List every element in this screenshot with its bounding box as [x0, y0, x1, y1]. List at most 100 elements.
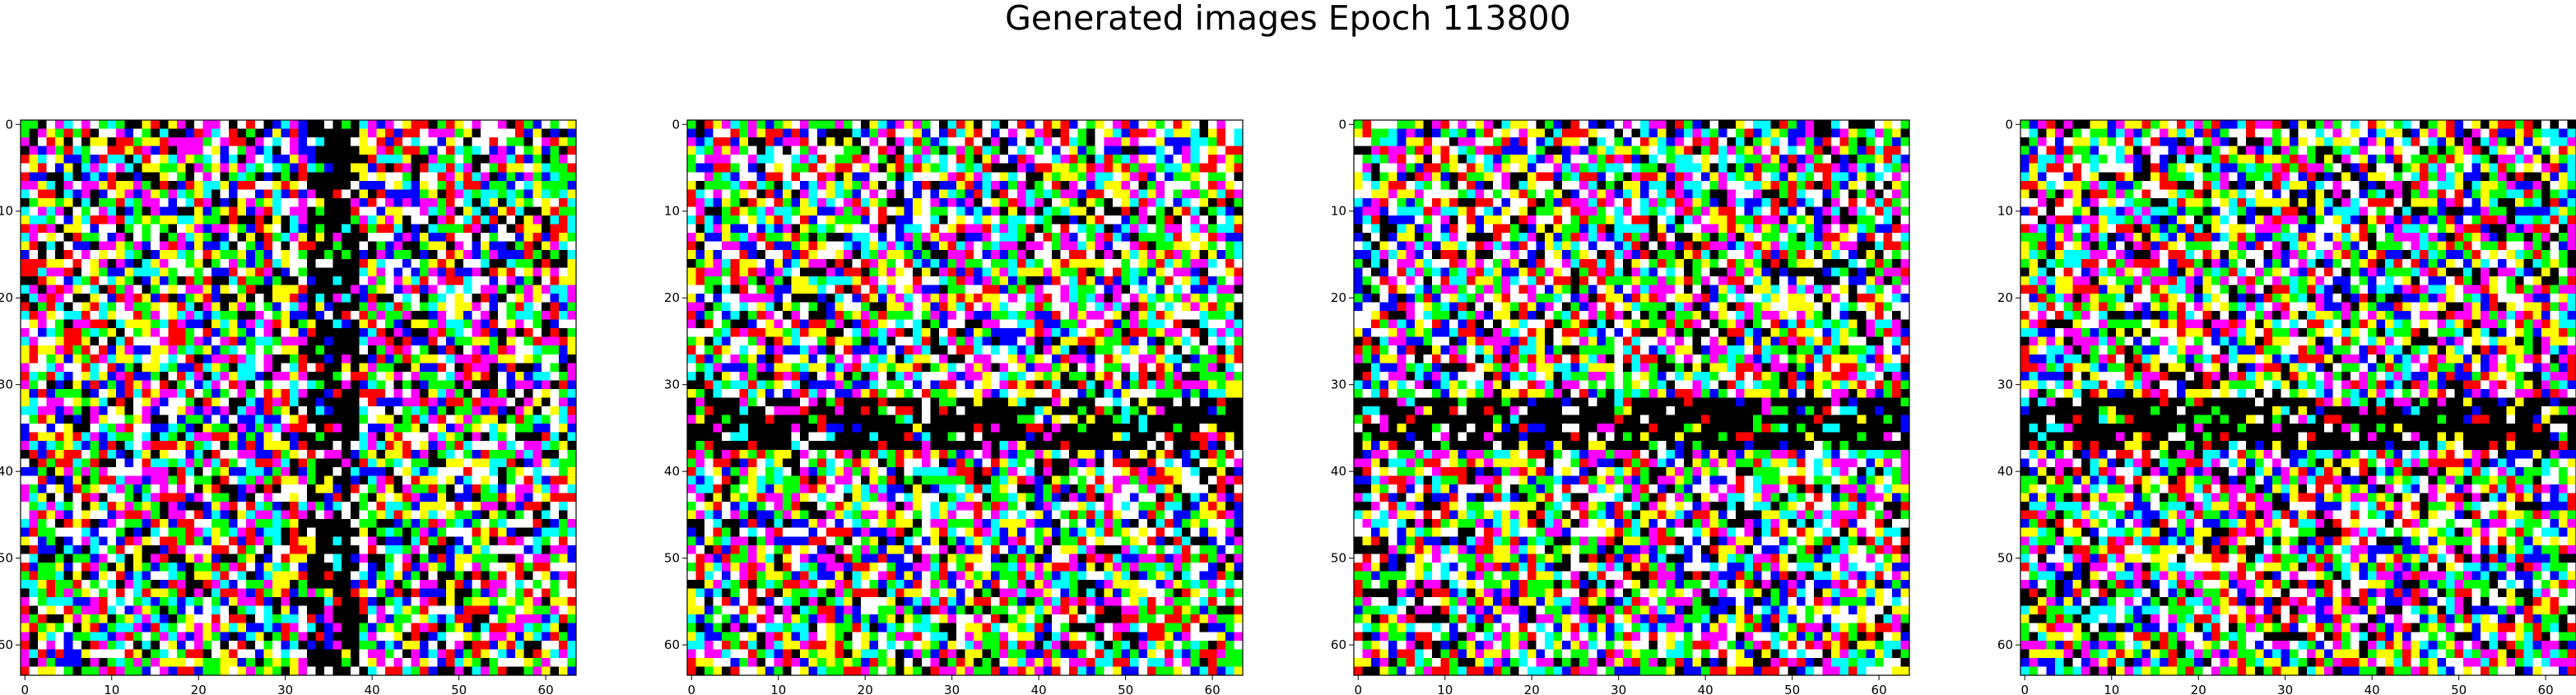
pixel: [1069, 137, 1079, 147]
pixel: [168, 614, 178, 624]
pixel: [350, 180, 360, 190]
pixel: [315, 328, 325, 338]
pixel: [142, 666, 151, 676]
pixel: [974, 180, 983, 190]
pixel: [72, 458, 82, 468]
pixel: [263, 484, 273, 493]
pixel: [558, 502, 568, 512]
pixel: [420, 649, 430, 659]
pixel: [428, 180, 438, 190]
pixel: [55, 466, 65, 476]
pixel: [63, 215, 73, 225]
pixel: [307, 544, 316, 554]
pixel: [176, 388, 186, 398]
pixel: [142, 206, 151, 216]
pixel: [463, 206, 472, 216]
pixel: [46, 120, 56, 129]
pixel: [229, 250, 239, 260]
pixel: [72, 137, 82, 147]
pixel: [1034, 197, 1044, 207]
pixel: [46, 189, 56, 199]
pixel: [307, 250, 316, 260]
pixel: [281, 371, 291, 381]
pixel: [263, 328, 273, 338]
pixel: [800, 128, 810, 138]
pixel: [307, 189, 316, 199]
pixel: [489, 554, 499, 563]
pixel: [298, 128, 308, 138]
pixel: [55, 493, 65, 503]
pixel: [281, 206, 291, 216]
pixel: [463, 146, 472, 155]
pixel: [38, 666, 48, 676]
pixel: [463, 250, 472, 260]
pixel: [1207, 128, 1217, 138]
pixel: [246, 588, 256, 598]
pixel: [393, 224, 403, 234]
pixel: [567, 632, 577, 642]
pixel: [991, 155, 1001, 164]
pixel: [342, 466, 351, 476]
pixel: [220, 215, 230, 225]
pixel: [133, 406, 143, 415]
pixel: [133, 588, 143, 598]
pixel: [480, 562, 490, 572]
pixel: [142, 579, 151, 589]
pixel: [342, 597, 351, 607]
pixel: [21, 241, 30, 251]
pixel: [38, 172, 48, 182]
pixel: [480, 146, 490, 155]
pixel: [800, 146, 810, 155]
pixel: [1173, 189, 1183, 199]
pixel: [116, 484, 125, 493]
pixel: [254, 293, 264, 303]
pixel: [38, 215, 48, 225]
pixel: [1173, 215, 1183, 225]
pixel: [747, 206, 757, 216]
pixel: [445, 493, 455, 503]
pixel: [1112, 224, 1122, 234]
pixel: [437, 484, 447, 493]
pixel: [350, 519, 360, 529]
pixel: [437, 137, 447, 147]
pixel: [411, 588, 421, 598]
pixel: [376, 415, 386, 424]
pixel: [263, 605, 273, 615]
pixel: [289, 649, 299, 659]
pixel: [541, 571, 551, 581]
pixel: [420, 128, 430, 138]
pixel: [298, 502, 308, 512]
pixel: [21, 554, 30, 563]
pixel: [159, 554, 169, 563]
pixel: [176, 328, 186, 338]
pixel: [454, 554, 464, 563]
pixel: [472, 432, 481, 442]
pixel: [541, 120, 551, 129]
pixel: [739, 172, 749, 182]
pixel: [159, 233, 169, 243]
pixel: [687, 163, 696, 173]
pixel: [212, 527, 221, 537]
pixel: [1034, 137, 1044, 147]
pixel: [185, 666, 195, 676]
pixel: [176, 666, 186, 676]
pixel: [350, 605, 360, 615]
pixel: [185, 475, 195, 485]
pixel: [342, 388, 351, 398]
pixel: [263, 579, 273, 589]
pixel: [860, 206, 870, 216]
pixel: [376, 441, 386, 451]
pixel: [220, 441, 230, 451]
pixel: [437, 215, 447, 225]
pixel: [254, 554, 264, 563]
pixel: [220, 120, 230, 129]
pixel: [550, 493, 560, 503]
pixel: [332, 640, 342, 650]
pixel: [765, 197, 774, 207]
pixel: [72, 562, 82, 572]
pixel: [342, 215, 351, 225]
pixel: [98, 128, 108, 138]
pixel: [695, 146, 705, 155]
pixel: [550, 137, 560, 147]
pixel: [55, 571, 65, 581]
